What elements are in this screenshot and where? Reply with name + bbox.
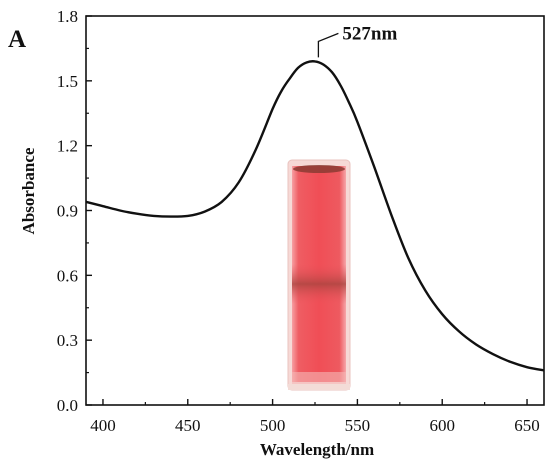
x-axis-title: Wavelength/nm (260, 440, 374, 459)
x-tick-label: 650 (514, 416, 540, 435)
y-tick-label: 1.8 (57, 7, 78, 26)
y-tick-label: 0.6 (57, 266, 78, 285)
absorbance-curve (85, 60, 545, 372)
x-tick-label: 400 (90, 416, 116, 435)
axis-ticks (86, 15, 528, 406)
y-tick-label: 0.9 (57, 202, 78, 221)
y-axis-title: Absorbance (19, 147, 38, 234)
peak-annotation: 527nm (317, 23, 397, 58)
y-tick-label: 1.2 (57, 137, 78, 156)
y-tick-label: 0.0 (57, 396, 78, 415)
y-tick-label: 1.5 (57, 72, 78, 91)
cuvette-photo (287, 159, 351, 391)
x-tick-label: 500 (260, 416, 286, 435)
x-tick-label: 550 (345, 416, 371, 435)
x-tick-label: 600 (429, 416, 455, 435)
peak-label: 527nm (342, 23, 397, 44)
panel-label: A (8, 26, 26, 53)
x-tick-label: 450 (175, 416, 201, 435)
y-tick-label: 0.3 (57, 331, 78, 350)
axis-tick-labels: 400 450 500 550 600 650 0.0 0.3 0.6 0.9 1.2 1.5 1.8 (57, 7, 540, 435)
peak-leader-line (317, 32, 339, 58)
